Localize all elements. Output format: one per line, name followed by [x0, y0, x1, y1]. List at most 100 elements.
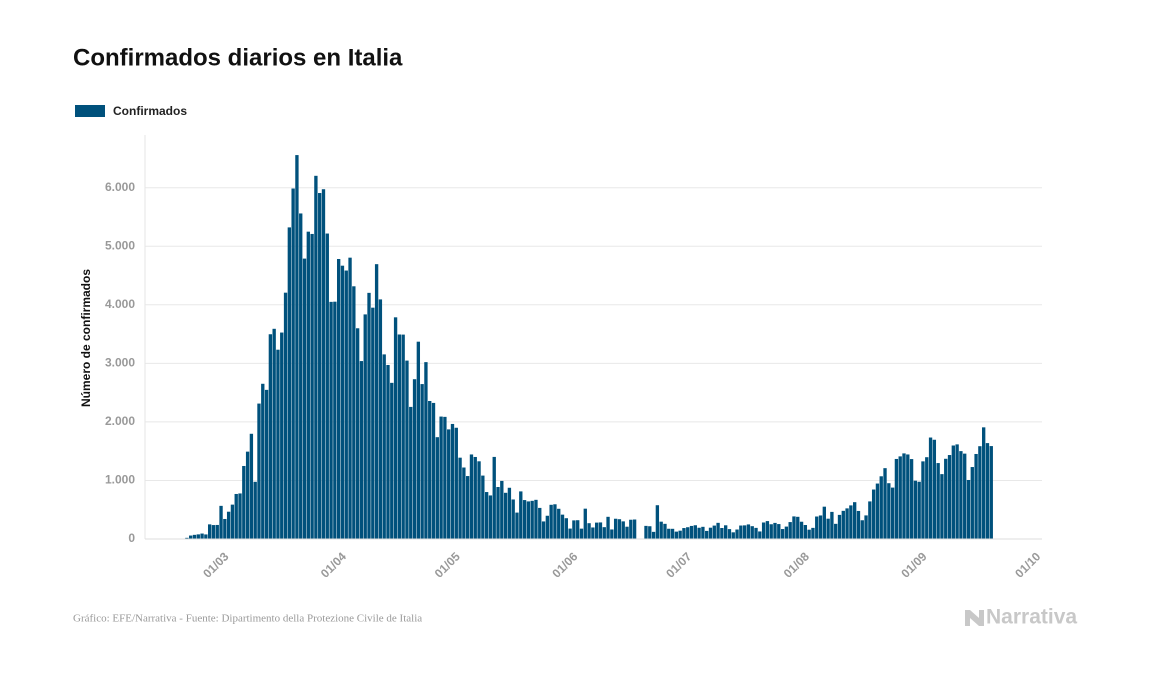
- bar: [576, 520, 580, 539]
- bar: [367, 292, 371, 539]
- bar: [735, 529, 739, 539]
- bar: [947, 455, 952, 539]
- bar: [283, 292, 288, 539]
- bar: [534, 499, 538, 539]
- bar: [416, 341, 421, 539]
- bar: [940, 474, 944, 539]
- bar: [215, 524, 219, 539]
- bar: [492, 456, 496, 539]
- bar: [739, 525, 743, 539]
- bar: [477, 461, 481, 539]
- bar: [951, 445, 955, 539]
- bar: [526, 501, 531, 539]
- bar: [902, 453, 906, 539]
- bar: [871, 489, 876, 539]
- bar: [811, 527, 815, 539]
- bar: [792, 516, 796, 539]
- bar: [837, 514, 842, 539]
- bar: [731, 532, 735, 539]
- bar: [860, 520, 864, 539]
- bar: [314, 175, 318, 539]
- brand: Narrativa: [986, 606, 1077, 629]
- logo-icon: [965, 610, 984, 626]
- x-tick-label: 01/04: [318, 549, 349, 580]
- bar: [815, 516, 819, 539]
- bar: [784, 526, 789, 539]
- bar: [777, 524, 781, 539]
- bar: [928, 437, 933, 539]
- bar: [405, 360, 409, 539]
- bar: [754, 527, 758, 539]
- bar: [249, 433, 254, 539]
- bar: [541, 521, 546, 539]
- bar: [689, 525, 694, 539]
- bar: [185, 537, 189, 539]
- bar: [659, 521, 663, 539]
- bar: [944, 458, 948, 539]
- bar: [632, 519, 637, 539]
- bar: [257, 403, 261, 539]
- bar: [530, 500, 534, 539]
- bar: [329, 301, 333, 539]
- bar: [708, 527, 713, 539]
- bar: [853, 502, 857, 539]
- bar: [705, 530, 709, 539]
- bar: [670, 528, 675, 539]
- bar: [458, 457, 462, 539]
- bar: [617, 519, 622, 539]
- bar: [344, 270, 348, 539]
- bar: [982, 427, 986, 539]
- bar: [864, 515, 868, 539]
- x-tick-label: 01/07: [663, 549, 694, 580]
- bar: [412, 379, 417, 539]
- bar: [310, 233, 314, 539]
- bar: [594, 522, 599, 539]
- bar: [720, 527, 724, 539]
- bar: [226, 511, 231, 539]
- bar: [959, 451, 963, 539]
- bar: [450, 423, 455, 539]
- bar: [686, 527, 690, 539]
- bar: [230, 504, 235, 539]
- bar: [868, 501, 872, 539]
- bar: [409, 406, 413, 539]
- bar: [989, 446, 993, 539]
- bar: [397, 334, 402, 539]
- bar: [648, 526, 652, 539]
- bar: [894, 458, 899, 539]
- bar: [799, 521, 804, 539]
- bar: [834, 523, 838, 539]
- bar: [439, 416, 443, 539]
- bar: [431, 402, 436, 539]
- bar: [378, 299, 383, 539]
- bar: [261, 383, 265, 539]
- y-tick-label: 3.000: [105, 356, 135, 370]
- bar: [511, 499, 515, 539]
- legend-swatch: [75, 105, 105, 117]
- bar: [887, 483, 891, 539]
- x-tick-label: 01/05: [432, 549, 463, 580]
- bar: [796, 516, 800, 539]
- bar: [363, 314, 367, 539]
- bar: [359, 361, 364, 539]
- bar: [890, 487, 895, 539]
- bar: [386, 364, 390, 539]
- bar: [667, 528, 671, 539]
- bar: [966, 479, 971, 539]
- bar: [909, 459, 914, 539]
- bar: [625, 526, 629, 539]
- bar: [727, 529, 732, 539]
- bar: [454, 427, 458, 539]
- bar: [462, 467, 466, 539]
- bar: [606, 516, 610, 539]
- bar: [955, 444, 959, 539]
- bar: [238, 493, 242, 539]
- bar: [557, 508, 561, 539]
- bar: [318, 193, 322, 539]
- bar: [963, 453, 967, 539]
- bar: [280, 332, 284, 539]
- bar: [913, 480, 918, 539]
- bar: [644, 525, 648, 539]
- bar: [587, 523, 591, 539]
- bar: [435, 437, 439, 539]
